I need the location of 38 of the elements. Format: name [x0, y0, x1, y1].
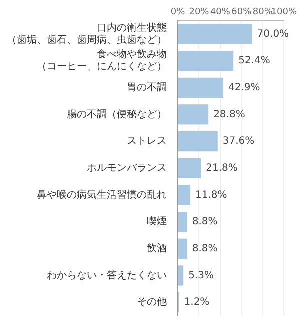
bar [178, 78, 224, 98]
bar [178, 158, 202, 178]
y-tick-label: 喫煙 [147, 216, 167, 228]
x-tick-label: 60% [232, 8, 252, 18]
data-label: 42.9% [228, 82, 260, 94]
y-tick-label: 口内の衛生状態（歯垢、歯石、歯周病、虫歯など） [7, 22, 167, 46]
data-label: 8.8% [192, 244, 218, 255]
x-tick-label: 100% [271, 8, 298, 18]
data-label: 11.8% [196, 190, 228, 201]
y-tick-label: 食べ物や飲み物（コーヒー、にんにくなど） [37, 48, 167, 73]
bar [178, 212, 188, 232]
y-tick-label: わからない・答えたくない [47, 269, 167, 282]
y-tick-label: 鼻や喉の病気生活習慣の乱れ [37, 188, 167, 201]
bar [178, 132, 218, 152]
bar [178, 266, 184, 286]
y-tick-label: ストレス [127, 136, 167, 148]
x-tick-label: 20% [189, 8, 210, 18]
y-tick-label: 飲酒 [147, 242, 167, 255]
y-tick-label: ホルモンバランス [87, 162, 167, 174]
bar [178, 24, 252, 44]
bar [178, 238, 188, 259]
data-label: 28.8% [214, 109, 246, 120]
bar [178, 50, 234, 72]
data-label: 8.8% [192, 216, 218, 228]
x-tick-label: 80% [252, 8, 274, 18]
data-label: 1.2% [184, 297, 210, 308]
bar [178, 104, 209, 125]
bar [178, 185, 191, 206]
data-label: 52.4% [238, 56, 270, 67]
y-tick-label: その他 [137, 296, 167, 308]
x-tick-label: 0% [170, 8, 186, 18]
data-label: 70.0% [257, 28, 290, 40]
data-label: 37.6% [222, 136, 255, 148]
x-tick-label: 40% [210, 8, 231, 18]
data-label: 5.3% [188, 270, 214, 282]
y-tick-label: 胃の不調 [127, 81, 167, 94]
data-label: 21.8% [206, 162, 238, 174]
y-tick-label: 腸の不調（便秘など） [67, 108, 167, 120]
